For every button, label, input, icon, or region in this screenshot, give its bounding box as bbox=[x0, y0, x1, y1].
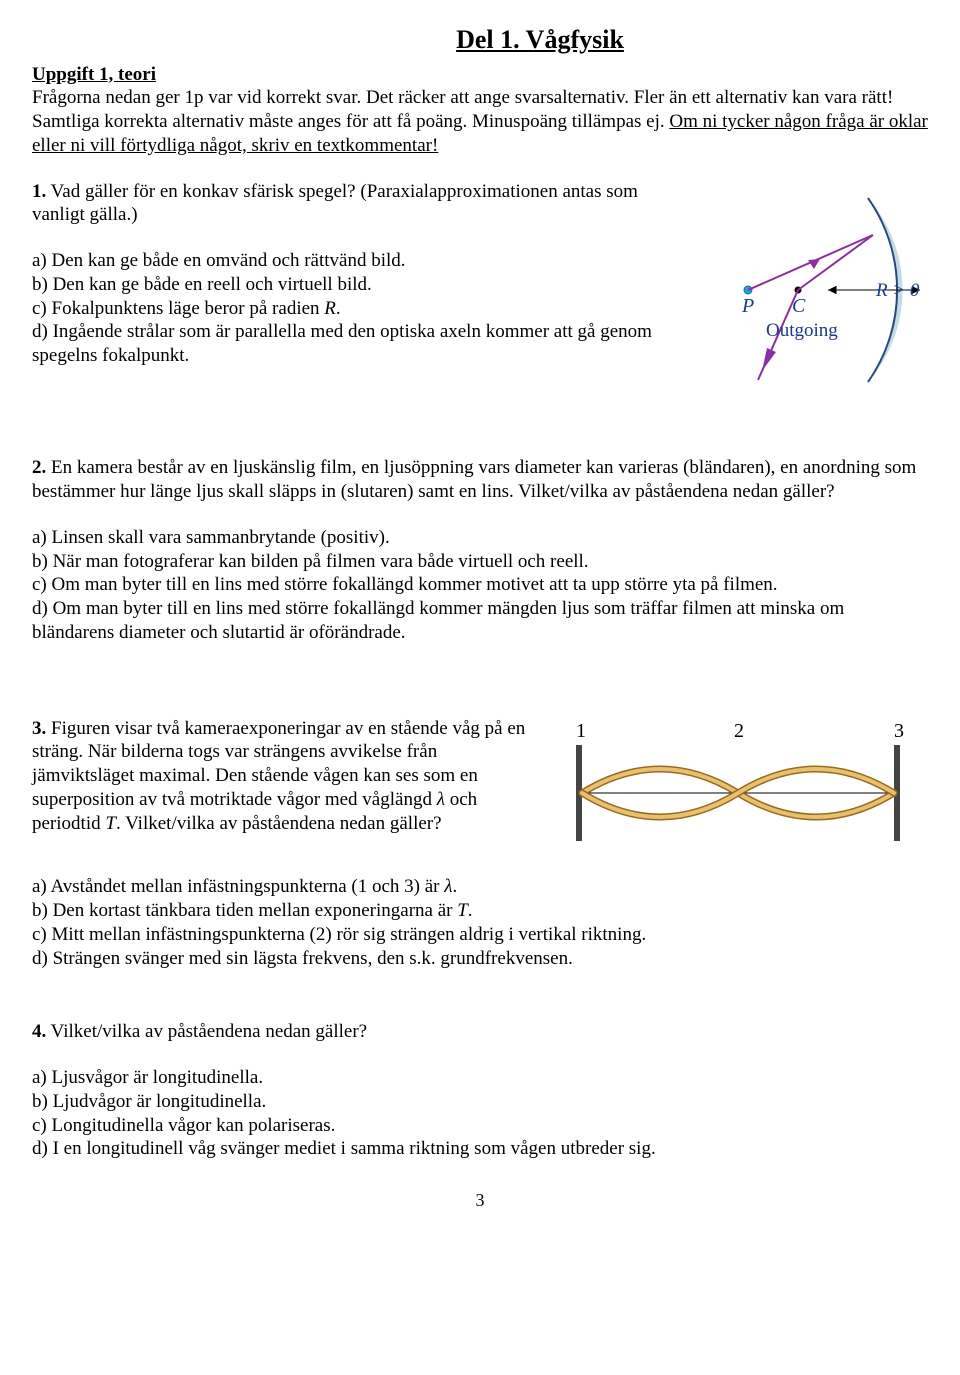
section-heading: Uppgift 1, teori bbox=[32, 63, 928, 87]
q4-stem: Vilket/vilka av påståendena nedan gäller… bbox=[51, 1021, 367, 1042]
q1-stem: Vad gäller för en konkav sfärisk spegel?… bbox=[32, 181, 638, 226]
svg-text:C: C bbox=[792, 295, 806, 317]
q4-number: 4. bbox=[32, 1021, 46, 1042]
q3-option-a: a) Avståndet mellan infästningspunkterna… bbox=[32, 875, 928, 899]
q3-option-d: d) Strängen svänger med sin lägsta frekv… bbox=[32, 947, 928, 971]
question-1: 1. Vad gäller för en konkav sfärisk speg… bbox=[32, 180, 928, 407]
q2-option-b: b) När man fotograferar kan bilden på fi… bbox=[32, 550, 928, 574]
q1-option-c: c) Fokalpunktens läge beror på radien R. bbox=[32, 297, 672, 321]
svg-text:1: 1 bbox=[576, 720, 586, 742]
intro-text: Frågorna nedan ger 1p var vid korrekt sv… bbox=[32, 86, 928, 157]
q2-stem: En kamera består av en ljuskänslig film,… bbox=[32, 457, 916, 502]
q4-option-d: d) I en longitudinell våg svänger mediet… bbox=[32, 1137, 928, 1161]
q1-option-b: b) Den kan ge både en reell och virtuell… bbox=[32, 273, 672, 297]
svg-text:3: 3 bbox=[894, 720, 904, 742]
q2-option-c: c) Om man byter till en lins med större … bbox=[32, 573, 928, 597]
q2-number: 2. bbox=[32, 457, 46, 478]
q3-option-b: b) Den kortast tänkbara tiden mellan exp… bbox=[32, 899, 928, 923]
question-3: 3. Figuren visar två kameraexponeringar … bbox=[32, 717, 928, 971]
page-title: Del 1. Vågfysik bbox=[152, 24, 928, 57]
question-2: 2. En kamera består av en ljuskänslig fi… bbox=[32, 456, 928, 644]
q1-number: 1. bbox=[32, 181, 46, 202]
q3-stem: 3. Figuren visar två kameraexponeringar … bbox=[32, 717, 532, 836]
question-4: 4. Vilket/vilka av påståendena nedan gäl… bbox=[32, 1020, 928, 1161]
q2-option-d: d) Om man byter till en lins med större … bbox=[32, 597, 928, 645]
page-number: 3 bbox=[32, 1189, 928, 1212]
q3-option-c: c) Mitt mellan infästningspunkterna (2) … bbox=[32, 923, 928, 947]
q1-figure: P C R > 0 Outgoing bbox=[688, 180, 928, 407]
q2-option-a: a) Linsen skall vara sammanbrytande (pos… bbox=[32, 526, 928, 550]
q1-option-a: a) Den kan ge både en omvänd och rättvän… bbox=[32, 249, 672, 273]
svg-text:P: P bbox=[741, 295, 754, 317]
svg-text:Outgoing: Outgoing bbox=[766, 320, 838, 341]
svg-text:R > 0: R > 0 bbox=[875, 280, 920, 301]
q4-option-a: a) Ljusvågor är longitudinella. bbox=[32, 1066, 928, 1090]
q3-figure: 1 2 3 bbox=[548, 717, 928, 854]
q1-option-d: d) Ingående strålar som är parallella me… bbox=[32, 320, 672, 368]
q4-option-c: c) Longitudinella vågor kan polariseras. bbox=[32, 1114, 928, 1138]
q4-option-b: b) Ljudvågor är longitudinella. bbox=[32, 1090, 928, 1114]
svg-text:2: 2 bbox=[734, 720, 744, 742]
